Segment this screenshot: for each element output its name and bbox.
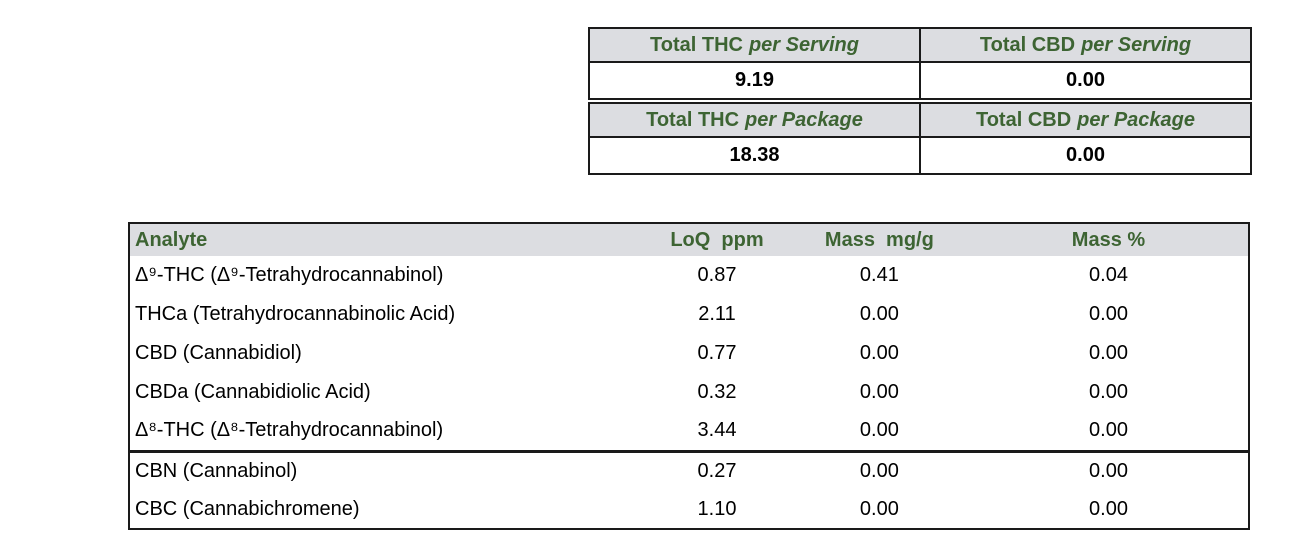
analyte-name: THCa (Tetrahydrocannabinolic Acid) [135, 303, 456, 325]
mass-pct-value: 0.00 [1089, 303, 1128, 325]
analyte-name: Δ⁹-THC (Δ⁹-Tetrahydrocannabinol) [135, 264, 444, 286]
loq-ppm-value: 0.27 [644, 449, 790, 490]
table-row-cbd: CBD (Cannabidiol) 0.77 0.00 0.00 [129, 334, 1249, 373]
loq-ppm-value: 2.11 [698, 303, 736, 325]
totals-summary: Total THC per Serving Total CBD per Servin… [588, 27, 1252, 177]
table-row-d8-thc: Δ⁸-THC (Δ⁸-Tetrahydrocannabinol) 3.44 0.… [129, 412, 1249, 451]
column-header-mass-mgg: Mass mg/g [789, 223, 969, 256]
total-thc-label: Total THC [650, 33, 743, 56]
mass-pct-value: 0.00 [1089, 342, 1128, 364]
total-cbd-per-serving-value: 0.00 [919, 61, 1252, 100]
analyte-table-header-row: Analyte LoQ ppm Mass mg/g Mass % [129, 223, 1249, 256]
analyte-results-table: Analyte LoQ ppm Mass mg/g Mass % Δ⁹-THC … [128, 222, 1250, 530]
analyte-name: CBC (Cannabichromene) [135, 497, 360, 520]
mass-pct-value: 0.04 [1089, 264, 1128, 286]
table-row-d9-thc: Δ⁹-THC (Δ⁹-Tetrahydrocannabinol) 0.87 0.… [129, 256, 1249, 295]
total-cbd-label: Total CBD [975, 108, 1072, 131]
totals-per-package-table: Total THC per Package Total CBD per Packag… [588, 102, 1252, 175]
total-cbd-per-package-header: Total CBD per Package [919, 102, 1252, 138]
loq-ppm-value: 0.87 [697, 264, 737, 286]
loq-ppm-value: 0.77 [697, 342, 737, 364]
loq-ppm-value: 0.32 [697, 381, 737, 403]
table-row-cbc: CBC (Cannabichromene) 1.10 0.00 0.00 [129, 490, 1249, 529]
mass-pct-value: 0.00 [1089, 381, 1128, 403]
total-thc-per-package-header: Total THC per Package [588, 102, 921, 138]
per-package-qualifier: per Package [745, 108, 863, 131]
mass-mgg-value: 0.00 [859, 342, 899, 364]
mass-mgg-value: 0.00 [859, 381, 899, 403]
loq-ppm-value: 3.44 [697, 419, 737, 442]
analyte-name: CBDa (Cannabidiolic Acid) [135, 381, 371, 403]
total-cbd-per-serving-header: Total CBD per Serving [919, 27, 1252, 63]
total-thc-per-package-value: 18.38 [588, 136, 921, 175]
total-thc-label: Total THC [646, 108, 740, 131]
table-row-cbn: CBN (Cannabinol) 0.27 0.00 0.00 [129, 449, 1249, 490]
mass-mgg-value: 0.41 [859, 264, 899, 286]
analyte-name: Δ⁸-THC (Δ⁸-Tetrahydrocannabinol) [135, 419, 444, 442]
mass-mgg-value: 0.00 [789, 449, 969, 490]
mass-mgg-value: 0.00 [859, 303, 899, 325]
total-cbd-per-package-value: 0.00 [919, 136, 1252, 175]
analyte-name: CBD (Cannabidiol) [135, 342, 302, 364]
total-cbd-label: Total CBD [979, 33, 1076, 56]
loq-ppm-value: 1.10 [697, 497, 737, 520]
column-header-mass-pct: Mass % [968, 223, 1249, 256]
total-thc-per-serving-value: 9.19 [588, 61, 921, 100]
mass-mgg-value: 0.00 [859, 497, 899, 520]
mass-pct-value: 0.00 [1089, 497, 1128, 520]
per-serving-qualifier: per Serving [748, 33, 859, 56]
table-row-cbda: CBDa (Cannabidiolic Acid) 0.32 0.00 0.00 [129, 373, 1249, 412]
table-row-thca: THCa (Tetrahydrocannabinolic Acid) 2.11 … [129, 295, 1249, 334]
per-serving-qualifier: per Serving [1081, 33, 1192, 56]
totals-per-serving-table: Total THC per Serving Total CBD per Servin… [588, 27, 1252, 100]
per-package-qualifier: per Package [1077, 108, 1196, 131]
column-header-loq-ppm: LoQ ppm [644, 223, 790, 256]
mass-pct-value: 0.00 [968, 449, 1249, 490]
column-header-analyte: Analyte [129, 223, 645, 256]
mass-mgg-value: 0.00 [859, 419, 899, 442]
analyte-name: CBN (Cannabinol) [129, 449, 645, 490]
total-thc-per-serving-header: Total THC per Serving [588, 27, 921, 63]
mass-pct-value: 0.00 [1089, 419, 1128, 442]
